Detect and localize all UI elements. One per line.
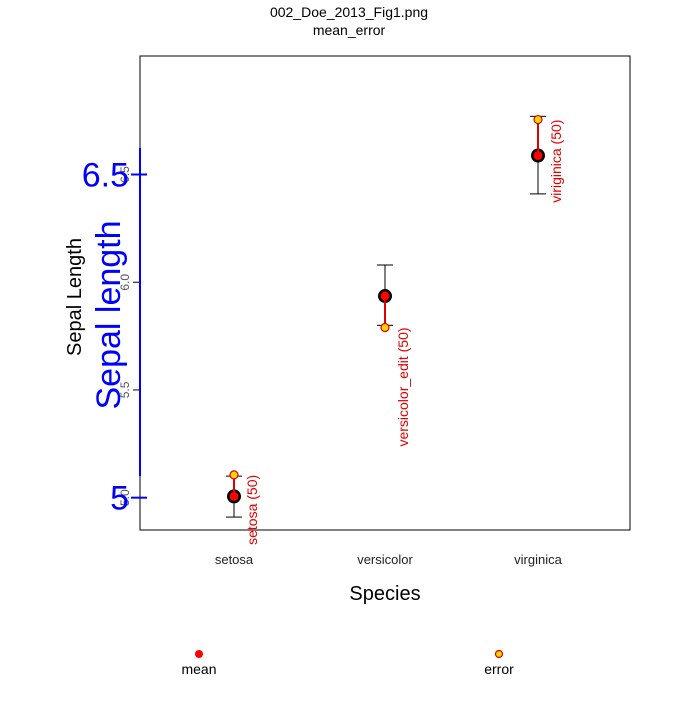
x-axis-label: Species xyxy=(349,583,420,605)
legend-marker-error xyxy=(494,649,504,659)
overlay-y-tick-label: 6.5 xyxy=(82,157,129,195)
overlay-error-marker xyxy=(533,114,543,125)
chart-title: 002_Doe_2013_Fig1.png xyxy=(270,4,428,20)
y-tick-label: 6.0 xyxy=(118,274,132,291)
chart-subtitle: mean_error xyxy=(313,22,386,38)
legend-label: mean xyxy=(181,661,216,677)
overlay-point-label: versicolor_edit (50) xyxy=(395,327,411,446)
overlay-mean-marker xyxy=(380,291,390,301)
legend-marker-mean xyxy=(195,650,203,658)
legend: mean error xyxy=(181,649,514,677)
y-tick-label: 5.0 xyxy=(118,489,132,506)
y-axis-ticks-overlay: 56.5 xyxy=(82,157,147,518)
series-overlay: setosa (50) versicolor_edit (50) viriginic… xyxy=(229,114,564,545)
overlay-mean-marker xyxy=(229,491,239,501)
overlay-mean-marker xyxy=(533,151,543,161)
y-tick-label: 6.5 xyxy=(118,166,132,183)
y-axis-label: Sepal Length xyxy=(64,238,86,356)
overlay-y-tick-label: 5 xyxy=(110,480,129,518)
x-tick-label: setosa xyxy=(215,552,254,567)
y-axis-label-overlay: Sepal length xyxy=(90,220,128,409)
overlay-point-label: viriginica (50) xyxy=(548,120,564,203)
x-tick-label: versicolor xyxy=(357,552,413,567)
overlay-error-marker xyxy=(229,470,239,480)
x-axis-ticks: setosa versicolor virginica xyxy=(215,552,563,567)
x-tick-label: virginica xyxy=(514,552,562,567)
overlay-error-marker xyxy=(380,322,390,333)
legend-label: error xyxy=(484,661,514,677)
overlay-point-label: setosa (50) xyxy=(244,475,260,545)
y-tick-label: 5.5 xyxy=(118,381,132,398)
